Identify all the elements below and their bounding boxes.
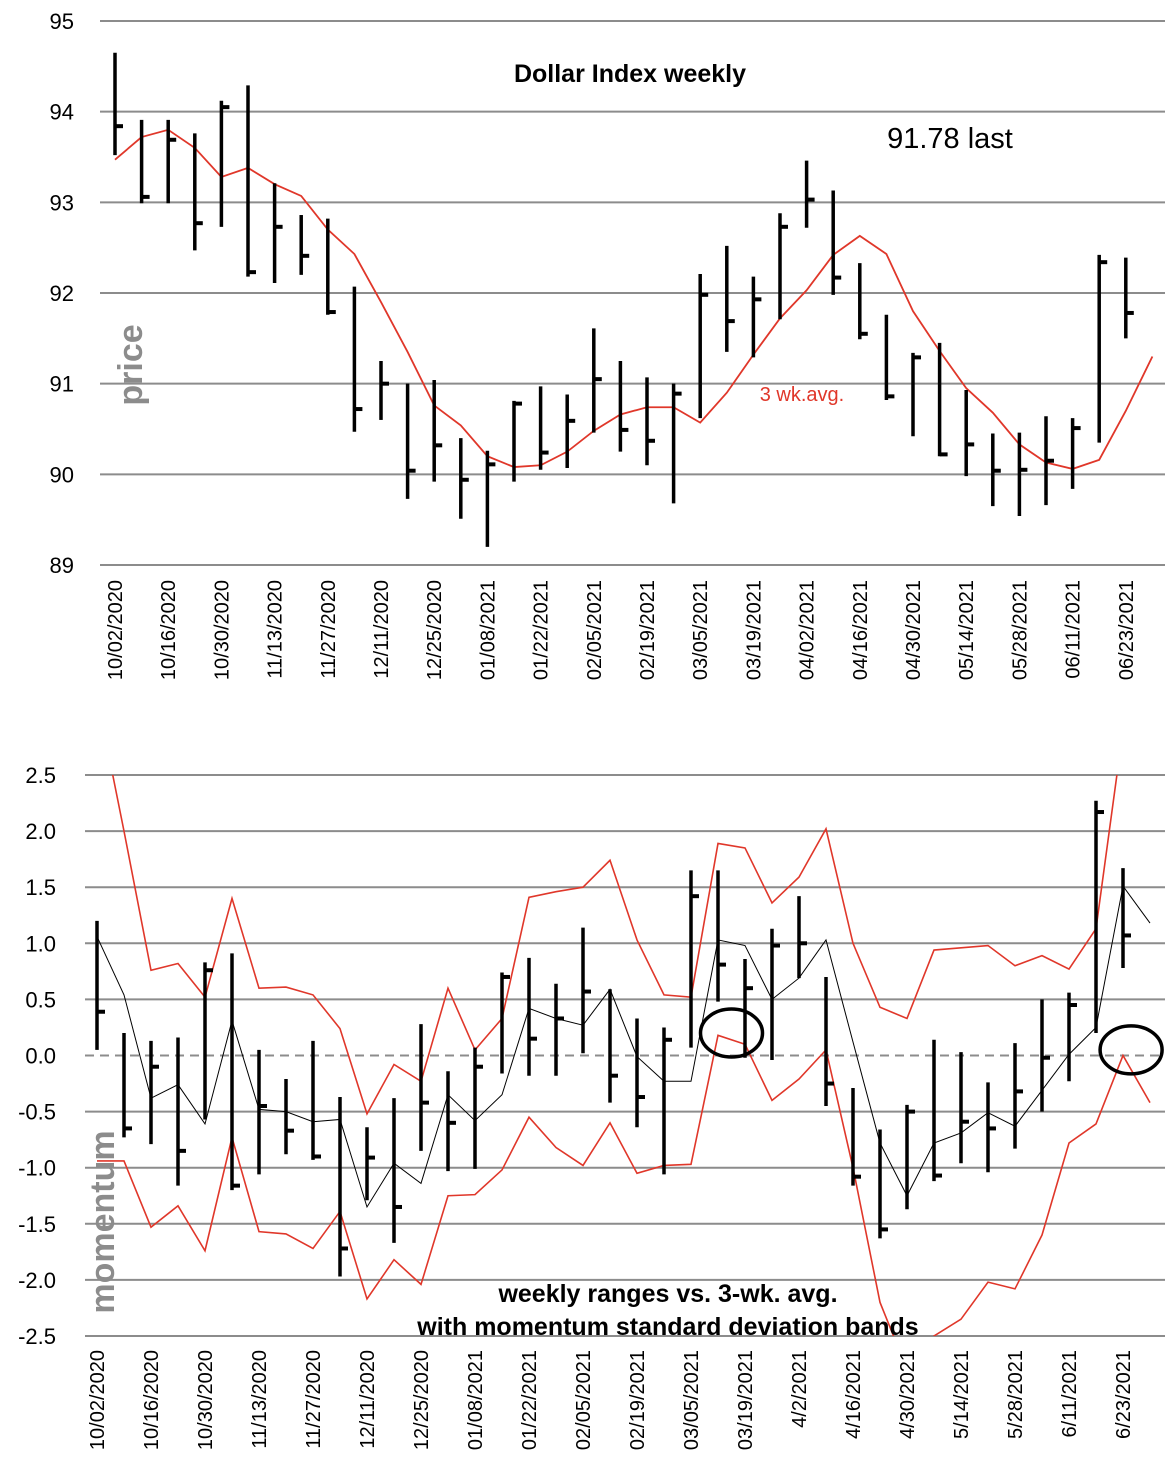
y-tick-label: 1.5	[25, 875, 56, 900]
x-tick-label: 05/28/2021	[1009, 580, 1031, 680]
x-tick-label: 6/11/2021	[1059, 1350, 1081, 1438]
x-tick-label: 11/13/2020	[265, 580, 287, 679]
lower-band-line	[97, 1034, 1151, 1336]
x-tick-label: 11/27/2020	[303, 1350, 325, 1449]
y-tick-label: 94	[50, 100, 74, 125]
x-tick-label: 12/11/2020	[357, 1350, 379, 1449]
x-tick-label: 02/05/2021	[573, 1350, 595, 1450]
x-tick-label: 12/25/2020	[411, 1350, 433, 1450]
y-tick-label: 90	[50, 462, 74, 487]
momentum-title-line-2: with momentum standard deviation bands	[416, 1313, 918, 1341]
price-chart: 89 90 91 92 93 94 95 10/02/2020 10/16/2020 10/30/…	[50, 9, 1165, 680]
momentum-chart: -2.5 -2.0 -1.5 -1.0 -0.5 0.0 0.5 1.0 1.5 2.0 2.5 10…	[18, 763, 1165, 1450]
y-tick-label: -1.0	[18, 1156, 56, 1181]
x-tick-label: 01/08/2021	[477, 580, 499, 680]
y-tick-label: -0.5	[18, 1100, 56, 1125]
y-tick-label: 89	[50, 553, 74, 578]
series-group	[95, 775, 1164, 1336]
x-tick-label: 06/23/2021	[1116, 580, 1138, 680]
x-tick-label: 12/25/2020	[424, 580, 446, 680]
x-tick-label: 01/22/2021	[519, 1350, 541, 1450]
x-tick-label: 02/19/2021	[637, 580, 659, 680]
price-axis-label: price	[112, 324, 150, 405]
y-tick-label: 91	[50, 372, 74, 397]
x-tick-label: 5/14/2021	[951, 1350, 973, 1439]
x-tick-label: 10/02/2020	[87, 1350, 109, 1450]
y-tick-label: 0.0	[25, 1044, 56, 1069]
x-tick-label: 03/19/2021	[743, 580, 765, 680]
price-chart-title: Dollar Index weekly	[514, 60, 746, 88]
series-group	[113, 52, 1154, 547]
highlight-circle	[1098, 1024, 1164, 1076]
x-tick-label: 01/08/2021	[465, 1350, 487, 1450]
x-tick-label: 12/11/2020	[371, 580, 393, 679]
three-week-avg-line	[96, 884, 1151, 1209]
y-tick-label: 95	[50, 9, 74, 34]
last-price-annotation: 91.78 last	[887, 123, 1013, 155]
y-tick-label: -1.5	[18, 1212, 56, 1237]
y-tick-label: 93	[50, 190, 74, 215]
avg-label: 3 wk.avg.	[760, 384, 844, 406]
y-tick-label: 2.5	[25, 763, 56, 788]
x-tick-label: 10/02/2020	[105, 580, 127, 680]
x-tick-label: 03/05/2021	[681, 1350, 703, 1450]
x-tick-label: 6/23/2021	[1113, 1350, 1135, 1439]
x-tick-label: 03/05/2021	[690, 580, 712, 680]
x-tick-label: 02/05/2021	[584, 580, 606, 680]
x-tick-label: 04/02/2021	[797, 580, 819, 680]
highlight-circle	[698, 1007, 765, 1059]
x-tick-label: 4/30/2021	[897, 1350, 919, 1439]
x-tick-label: 05/14/2021	[956, 580, 978, 680]
x-tick-label: 04/16/2021	[850, 580, 872, 680]
x-tick-label: 10/30/2020	[211, 580, 233, 680]
x-tick-label: 10/16/2020	[141, 1350, 163, 1450]
x-tick-label: 06/11/2021	[1063, 580, 1085, 679]
x-tick-label: 03/19/2021	[735, 1350, 757, 1450]
x-tick-label: 01/22/2021	[531, 580, 553, 680]
y-tick-label: 0.5	[25, 987, 56, 1012]
y-tick-label: 92	[50, 281, 74, 306]
x-tick-label: 5/28/2021	[1005, 1350, 1027, 1439]
y-tick-label: -2.0	[18, 1268, 56, 1293]
x-tick-label: 10/30/2020	[195, 1350, 217, 1450]
x-tick-label: 10/16/2020	[158, 580, 180, 680]
y-tick-label: -2.5	[18, 1324, 56, 1349]
x-tick-label: 4/2/2021	[789, 1350, 811, 1428]
x-tick-label: 4/16/2021	[843, 1350, 865, 1439]
x-tick-label: 11/27/2020	[318, 580, 340, 679]
y-tick-label: 2.0	[25, 819, 56, 844]
x-tick-label: 11/13/2020	[249, 1350, 271, 1449]
x-tick-label: 02/19/2021	[627, 1350, 649, 1450]
x-tick-label: 04/30/2021	[903, 580, 925, 680]
upper-band-line	[111, 775, 1118, 1116]
three-week-avg-line	[114, 128, 1154, 470]
momentum-title-line-1: weekly ranges vs. 3-wk. avg.	[497, 1280, 837, 1308]
momentum-axis-label: momentum	[84, 1130, 122, 1313]
y-tick-label: 1.0	[25, 931, 56, 956]
